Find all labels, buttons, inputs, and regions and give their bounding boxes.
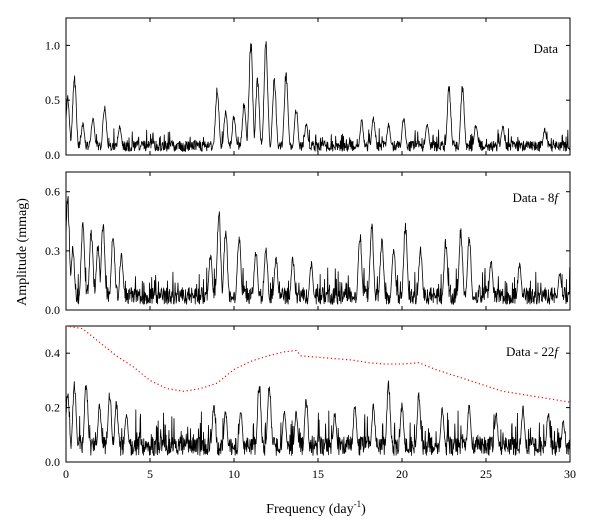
x-tick-label: 5 (147, 467, 153, 481)
y-axis-label: Amplitude (mmag) (15, 198, 30, 306)
x-tick-label: 0 (63, 467, 69, 481)
y-tick-label: 0.6 (45, 185, 60, 199)
y-tick-label: 0.0 (45, 303, 60, 317)
y-tick-label: 0.5 (45, 93, 60, 107)
y-tick-label: 1.0 (45, 38, 60, 52)
amplitude-spectrum-line (65, 380, 571, 457)
x-tick-label: 30 (564, 467, 576, 481)
y-tick-label: 0.0 (45, 148, 60, 162)
amplitude-spectrum-line (65, 195, 571, 305)
panel-3: 0.0 0.2 0.4 0 5 10 15 20 25 30 Data - 22f (45, 325, 576, 481)
x-tick-label: 20 (396, 467, 408, 481)
y-tick-label: 0.3 (45, 244, 60, 258)
panel-2: 0.0 0.3 0.6 Data - 8f (45, 171, 571, 317)
x-tick-label: 10 (228, 467, 240, 481)
panel-label: Data - 8f (513, 190, 561, 205)
significance-threshold-line (65, 325, 571, 403)
y-tick-label: 0.4 (45, 346, 60, 360)
y-tick-label: 0.0 (45, 455, 60, 469)
panel-1: 0.0 0.5 1.0 Data (45, 17, 571, 162)
panel-label: Data - 22f (506, 344, 560, 359)
y-tick-label: 0.2 (45, 401, 60, 415)
x-tick-label: 15 (312, 467, 324, 481)
amplitude-spectrum-line (65, 41, 571, 153)
panel-frame (65, 17, 571, 156)
x-tick-label: 25 (480, 467, 492, 481)
panel-label: Data (533, 41, 558, 56)
x-axis-label: Frequency (day-1) (266, 499, 366, 517)
